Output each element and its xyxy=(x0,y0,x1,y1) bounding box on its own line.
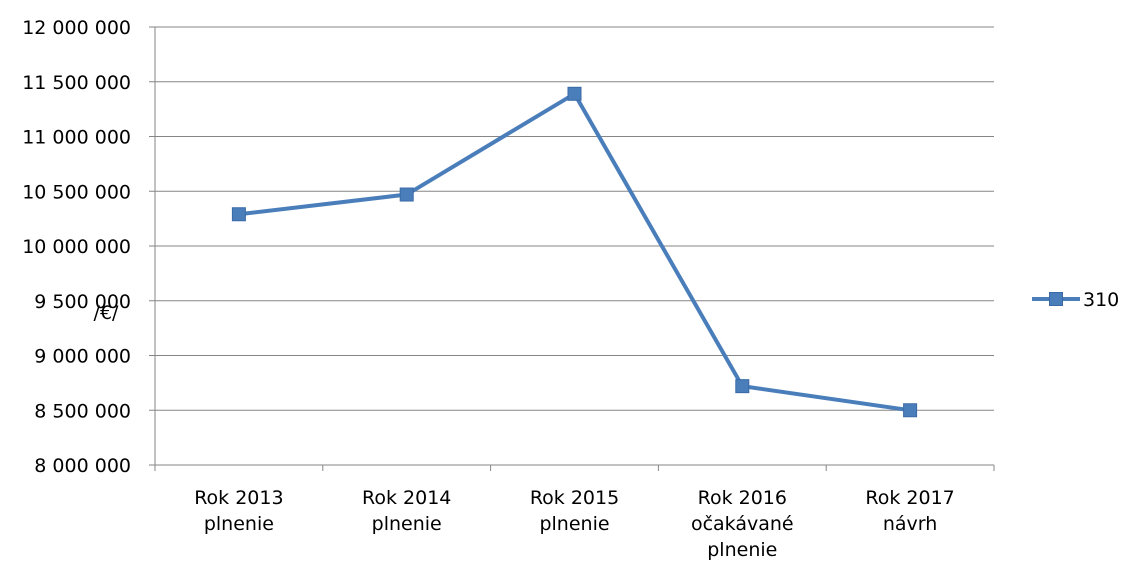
data-point xyxy=(735,379,750,394)
x-tick-label: Rok 2013 plnenie xyxy=(194,487,283,535)
x-tick-label-line: plnenie xyxy=(372,513,442,535)
y-tick-label: 12 000 000 xyxy=(22,17,131,39)
x-tick-label-line: očakávané xyxy=(691,513,794,535)
x-tick-label: Rok 2017 návrh xyxy=(865,487,954,535)
data-point xyxy=(567,86,582,101)
y-tick-label: 8 500 000 xyxy=(34,400,131,422)
y-tick-label: 9 000 000 xyxy=(34,346,131,368)
x-tick-labels: Rok 2013 plnenie Rok 2014 plnenie Rok 2015 pl… xyxy=(194,487,955,561)
x-tick-label-line: Rok 2017 xyxy=(865,487,954,509)
x-tick-label: Rok 2015 plnenie xyxy=(530,487,619,535)
series-line xyxy=(236,91,913,413)
data-point xyxy=(231,207,246,222)
series xyxy=(231,86,918,418)
legend: 310 xyxy=(1032,289,1119,311)
data-point xyxy=(399,187,414,202)
axes xyxy=(149,26,995,471)
y-tick-label: 8 000 000 xyxy=(34,455,131,477)
y-tick-label: 10 000 000 xyxy=(22,236,131,258)
x-tick-label: Rok 2014 plnenie xyxy=(362,487,451,535)
x-tick-label-line: plnenie xyxy=(539,513,609,535)
x-tick-label-line: Rok 2013 xyxy=(194,487,283,509)
y-tick-label: 10 500 000 xyxy=(22,181,131,203)
x-tick-label-line: plnenie xyxy=(707,539,777,561)
y-tick-label: 11 000 000 xyxy=(22,127,131,149)
x-tick-label-line: návrh xyxy=(883,513,937,535)
gridlines xyxy=(155,26,994,411)
x-tick-label-line: plnenie xyxy=(204,513,274,535)
x-tick-label: Rok 2016 očakávané plnenie xyxy=(691,487,794,561)
data-point xyxy=(903,403,918,418)
legend-label: 310 xyxy=(1083,289,1119,311)
x-tick-label-line: Rok 2014 xyxy=(362,487,451,509)
x-tick-label-line: Rok 2015 xyxy=(530,487,619,509)
y-tick-label: 9 500 000 xyxy=(34,291,131,313)
x-tick-label-line: Rok 2016 xyxy=(698,487,787,509)
legend-marker xyxy=(1049,292,1063,306)
y-tick-label: 11 500 000 xyxy=(22,72,131,94)
y-axis-label: /€/ xyxy=(94,302,119,324)
y-tick-labels: 8 000 000 8 500 000 9 000 000 9 500 000 10 0… xyxy=(22,17,131,477)
